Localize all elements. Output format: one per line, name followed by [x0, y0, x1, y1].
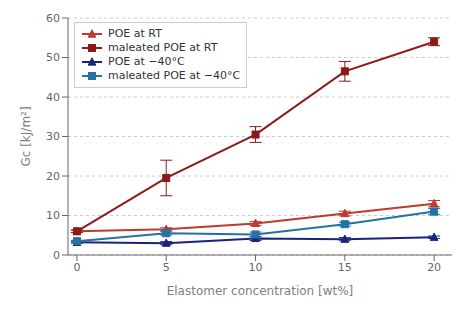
html-text:maleated POE at −40°C: maleated POE at −40°C: [108, 69, 241, 82]
svg-text:Gc [kJ/m²]: Gc [kJ/m²]: [19, 106, 33, 166]
svg-text:10: 10: [46, 209, 60, 222]
svg-text:Elastomer concentration [wt%]: Elastomer concentration [wt%]: [167, 284, 354, 298]
svg-text:30: 30: [46, 130, 60, 143]
svg-text:60: 60: [46, 12, 60, 25]
svg-text:15: 15: [338, 261, 352, 274]
svg-text:0: 0: [73, 261, 80, 274]
svg-text:40: 40: [46, 91, 60, 104]
html-text:maleated POE at RT: maleated POE at RT: [108, 41, 218, 54]
html-text:POE at −40°C: POE at −40°C: [108, 55, 185, 68]
svg-text:20: 20: [427, 261, 441, 274]
svg-text:0: 0: [53, 249, 60, 262]
svg-text:5: 5: [163, 261, 170, 274]
svg-text:20: 20: [46, 170, 60, 183]
svg-text:10: 10: [249, 261, 263, 274]
svg-text:50: 50: [46, 51, 60, 64]
html-text:POE at RT: POE at RT: [108, 27, 162, 40]
